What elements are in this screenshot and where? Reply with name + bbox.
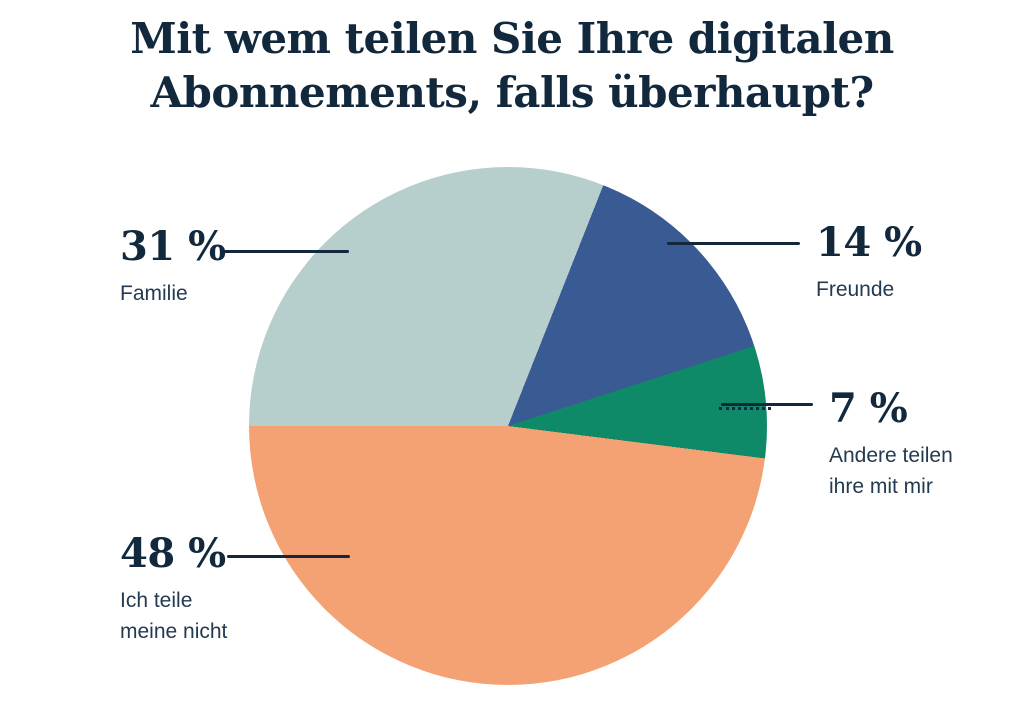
- percent-label-familie: 31 %: [120, 223, 226, 270]
- chart-title-line1: Mit wem teilen Sie Ihre digitalen: [130, 14, 894, 63]
- leader-line-freunde: [667, 242, 800, 245]
- category-label-nicht: Ich teile meine nicht: [120, 589, 228, 643]
- chart-title: Mit wem teilen Sie Ihre digitalen Abonne…: [0, 12, 1024, 120]
- percent-label-nicht: 48 %: [120, 530, 226, 577]
- category-label-andere: Andere teilen ihre mit mir: [829, 444, 953, 498]
- leader-line-andere: [721, 403, 813, 406]
- leader-line-nicht: [227, 555, 350, 558]
- callout-nicht: 48 % Ich teile meine nicht: [120, 531, 227, 647]
- category-label-familie: Familie: [120, 282, 188, 305]
- percent-label-freunde: 14 %: [816, 219, 922, 266]
- callout-freunde: 14 % Freunde: [816, 220, 922, 305]
- chart-title-line2: Abonnements, falls überhaupt?: [150, 68, 874, 117]
- percent-label-andere: 7 %: [829, 385, 908, 432]
- callout-familie: 31 % Familie: [120, 224, 226, 309]
- pie-chart: [249, 167, 767, 685]
- leader-line-andere-dots: [719, 407, 771, 410]
- callout-andere: 7 % Andere teilen ihre mit mir: [829, 386, 953, 502]
- leader-line-familie: [222, 250, 349, 253]
- category-label-freunde: Freunde: [816, 278, 895, 301]
